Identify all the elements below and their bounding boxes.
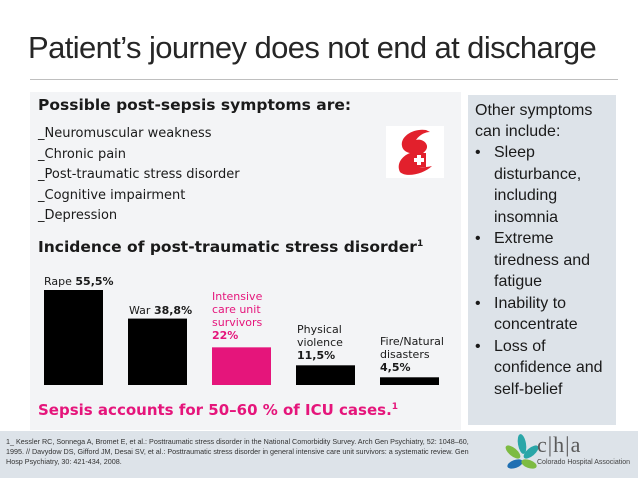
bar-category-label: War — [129, 304, 151, 317]
footnote-references: 1_ Kessler RC, Sonnega A, Bromet E, et a… — [6, 437, 469, 466]
bullet-icon: • — [475, 230, 481, 247]
bullet-icon: • — [475, 337, 481, 355]
slide-title: Patient’s journey does not end at discha… — [28, 30, 597, 65]
bar-label-rape: Rape 55,5% — [44, 275, 114, 288]
bar-label-war: War 38,8% — [129, 304, 192, 317]
symptom-item: _Cognitive impairment — [38, 187, 186, 203]
sepsis-logo-icon — [386, 126, 444, 178]
leaf-cluster-logo-icon — [505, 434, 539, 469]
other-symptoms-panel — [468, 95, 616, 425]
symptom-item: _Chronic pain — [38, 146, 127, 162]
symptoms-heading: Possible post-sepsis symptoms are: — [38, 96, 352, 114]
other-symptom-text: Extreme tiredness and fatigue — [494, 230, 591, 290]
bar-category-label: Rape — [44, 275, 72, 288]
bar-category-label: Intensive care unit survivors — [212, 290, 263, 329]
cha-logo-letters: c|h|a — [537, 432, 582, 457]
sepsis-icu-note: Sepsis accounts for 50–60 % of ICU cases… — [38, 401, 398, 419]
symptoms-list: _Neuromuscular weakness _Chronic pain _P… — [38, 124, 240, 227]
other-symptom-text: Sleep disturbance, including insomnia — [494, 144, 582, 226]
symptom-item: _Neuromuscular weakness — [38, 126, 212, 141]
bar-category-label: Fire/Natural disasters — [380, 335, 444, 361]
sepsis-footnote-ref: 1 — [391, 402, 399, 412]
bar-category-label: Physical violence — [297, 323, 343, 349]
other-symptom-item: • Extreme tiredness and fatigue — [475, 228, 615, 293]
bullet-icon: • — [475, 144, 481, 161]
bar-label-physical-violence: Physical violence 11,5% — [297, 323, 359, 362]
bar-value-label: 22% — [212, 329, 239, 342]
other-symptom-item: • Loss of confidence and self-belief — [475, 336, 615, 401]
other-symptoms-list: • Sleep disturbance, including insomnia •… — [475, 142, 615, 400]
bar-value-label: 11,5% — [297, 349, 336, 362]
incidence-heading-text: Incidence of post-traumatic stress disor… — [38, 238, 417, 256]
incidence-footnote-ref: 1 — [416, 238, 424, 249]
symptom-item: _Depression — [38, 208, 118, 223]
bar-label-fire-disasters: Fire/Natural disasters 4,5% — [380, 335, 450, 374]
cha-organization-name: Colorado Hospital Association — [537, 459, 630, 466]
other-symptoms-heading: Other symptoms can include: — [475, 102, 593, 140]
bar-value-label: 4,5% — [380, 361, 411, 374]
other-symptom-text: Loss of confidence and self-belief — [494, 337, 603, 398]
bar-value-label: 55,5% — [75, 275, 114, 288]
symptom-item: _Post-traumatic stress disorder — [38, 167, 240, 182]
bar-value-label: 38,8% — [153, 304, 193, 317]
bullet-icon: • — [475, 294, 481, 312]
bar-label-icu: Intensive care unit survivors 22% — [212, 290, 276, 342]
sepsis-note-text: Sepsis accounts for 50–60 % of ICU cases… — [38, 401, 392, 419]
other-symptom-item: • Sleep disturbance, including insomnia — [475, 142, 615, 228]
title-divider — [30, 79, 618, 80]
other-symptom-text: Inability to concentrate — [494, 294, 578, 334]
other-symptom-item: • Inability to concentrate — [475, 293, 615, 336]
incidence-heading: Incidence of post-traumatic stress disor… — [38, 238, 423, 256]
